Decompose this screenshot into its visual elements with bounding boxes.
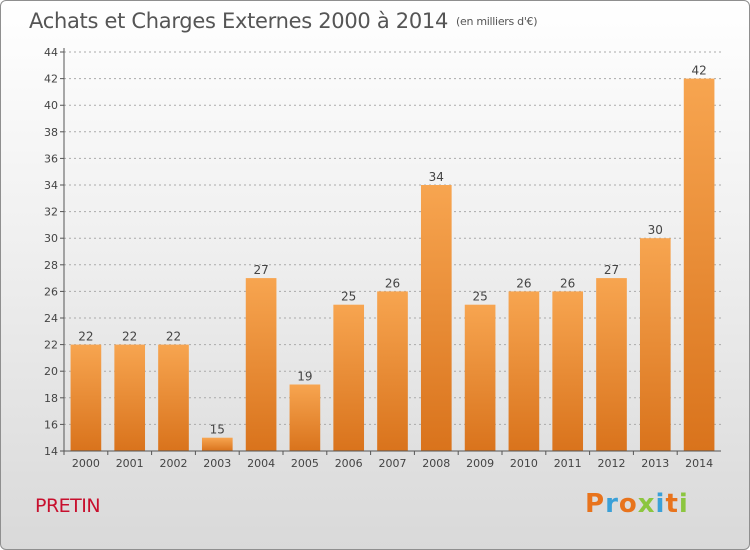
x-tick-label-2007: 2007 [379,457,407,470]
data-label-2005: 19 [297,370,312,384]
y-tick-label: 14 [44,445,58,458]
data-label-2013: 30 [648,223,663,237]
chart-title: Achats et Charges Externes 2000 à 2014 (e… [29,9,538,33]
x-tick-label-2008: 2008 [422,457,450,470]
logo-letter: i [655,489,666,519]
x-tick-label-2014: 2014 [685,457,713,470]
title-unit: (en milliers d'€) [456,15,538,28]
data-label-2006: 25 [341,290,356,304]
x-tick-label-2012: 2012 [598,457,626,470]
x-tick-label-2005: 2005 [291,457,319,470]
bar-2005 [289,384,321,451]
logo-letter: x [637,489,656,519]
x-tick-label-2002: 2002 [160,457,188,470]
bar-2014 [683,78,715,451]
x-tick-label-2000: 2000 [72,457,100,470]
x-tick-label-2009: 2009 [466,457,494,470]
logo-letter: t [665,489,679,519]
town-name: PRETIN [35,495,101,517]
data-label-2011: 26 [560,276,575,290]
data-label-2007: 26 [385,276,400,290]
data-labels: 22 22 22 15 27 19 25 26 34 25 26 26 27 30 42 [78,64,706,437]
axes: 14 16 18 20 22 24 26 28 30 32 34 36 38 40 42 44 2000 2001… [44,46,721,470]
data-label-2010: 26 [516,276,531,290]
y-tick-label: 22 [44,339,58,352]
logo-letter: i [678,489,689,519]
y-tick-label: 32 [44,206,58,219]
y-tick-label: 18 [44,392,58,405]
y-tick-label: 20 [44,365,58,378]
bars [70,78,715,451]
y-tick-label: 40 [44,99,58,112]
y-tick-label: 44 [44,46,58,59]
bar-2002 [158,344,189,451]
bar-2000 [70,344,102,451]
logo-letter: o [618,489,638,519]
x-tick-label-2006: 2006 [335,457,363,470]
bar-2007 [377,291,408,451]
x-tick-label-2003: 2003 [203,457,231,470]
data-label-2000: 22 [78,330,93,344]
x-tick-label-2004: 2004 [247,457,275,470]
x-tick-label-2010: 2010 [510,457,538,470]
data-label-2002: 22 [166,330,181,344]
y-tick-label: 30 [44,232,58,245]
x-tick-label-2011: 2011 [554,457,582,470]
x-tick-label-2001: 2001 [116,457,144,470]
proxiti-logo[interactable]: Proxiti [585,489,689,519]
y-tick-label: 16 [44,418,58,431]
logo-letter: r [605,489,619,519]
y-tick-label: 34 [44,179,58,192]
y-tick-label: 24 [44,312,58,325]
y-tick-label: 36 [44,152,58,165]
bar-2008 [420,185,452,451]
bar-2009 [464,304,496,451]
x-tick-label-2013: 2013 [641,457,669,470]
data-label-2012: 27 [604,263,619,277]
logo-letter: P [585,489,606,519]
data-label-2001: 22 [122,330,137,344]
data-label-2004: 27 [253,263,268,277]
data-label-2003: 15 [210,423,225,437]
data-label-2014: 42 [691,64,706,78]
y-tick-label: 38 [44,126,58,139]
bar-2013 [639,238,671,451]
y-tick-label: 28 [44,259,58,272]
bar-2012 [596,278,627,451]
bar-2006 [333,304,365,451]
bar-2001 [114,344,146,451]
title-text: Achats et Charges Externes 2000 à 2014 [29,9,449,33]
y-tick-label: 42 [44,73,58,86]
bar-2003 [201,437,233,451]
bar-2011 [552,291,584,451]
bar-2004 [245,278,277,451]
bar-2010 [508,291,540,451]
data-label-2009: 25 [472,290,487,304]
data-label-2008: 34 [429,170,444,184]
y-tick-label: 26 [44,285,58,298]
